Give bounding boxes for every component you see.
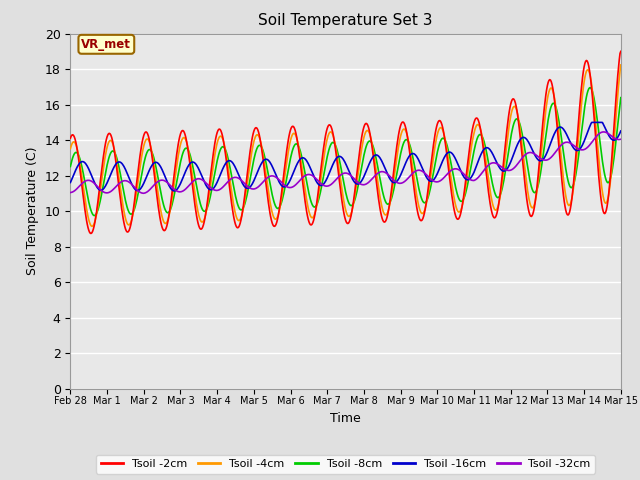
Tsoil -32cm bbox=[67, 190, 74, 195]
Tsoil -32cm bbox=[140, 191, 148, 196]
Tsoil -2cm bbox=[567, 202, 575, 207]
Tsoil -16cm bbox=[212, 182, 220, 188]
Tsoil -2cm bbox=[338, 197, 346, 203]
Tsoil -16cm bbox=[338, 155, 346, 160]
Tsoil -8cm bbox=[617, 95, 625, 100]
Line: Tsoil -2cm: Tsoil -2cm bbox=[70, 51, 621, 233]
Tsoil -16cm bbox=[188, 159, 196, 165]
Tsoil -16cm bbox=[445, 149, 453, 155]
Y-axis label: Soil Temperature (C): Soil Temperature (C) bbox=[26, 147, 39, 276]
Tsoil -8cm bbox=[90, 213, 98, 218]
Tsoil -8cm bbox=[212, 166, 220, 171]
Tsoil -4cm bbox=[88, 223, 95, 229]
Tsoil -32cm bbox=[212, 188, 220, 193]
Line: Tsoil -4cm: Tsoil -4cm bbox=[70, 65, 621, 226]
Line: Tsoil -32cm: Tsoil -32cm bbox=[70, 132, 621, 193]
Tsoil -16cm bbox=[567, 141, 575, 147]
Tsoil -2cm bbox=[188, 178, 196, 184]
Legend: Tsoil -2cm, Tsoil -4cm, Tsoil -8cm, Tsoil -16cm, Tsoil -32cm: Tsoil -2cm, Tsoil -4cm, Tsoil -8cm, Tsoi… bbox=[96, 455, 595, 474]
Line: Tsoil -8cm: Tsoil -8cm bbox=[70, 88, 621, 216]
Tsoil -32cm bbox=[567, 141, 575, 146]
Tsoil -32cm bbox=[600, 129, 607, 135]
Tsoil -8cm bbox=[188, 159, 196, 165]
Tsoil -32cm bbox=[338, 171, 346, 177]
Line: Tsoil -16cm: Tsoil -16cm bbox=[70, 122, 621, 191]
Tsoil -16cm bbox=[392, 180, 399, 185]
Tsoil -2cm bbox=[67, 135, 74, 141]
Tsoil -4cm bbox=[392, 166, 399, 171]
Tsoil -16cm bbox=[67, 180, 74, 185]
Tsoil -2cm bbox=[212, 136, 220, 142]
Tsoil -2cm bbox=[87, 230, 95, 236]
Tsoil -2cm bbox=[617, 48, 625, 54]
Tsoil -4cm bbox=[188, 169, 196, 175]
Tsoil -4cm bbox=[567, 199, 575, 204]
Tsoil -2cm bbox=[445, 175, 453, 180]
Tsoil -16cm bbox=[170, 188, 178, 194]
Title: Soil Temperature Set 3: Soil Temperature Set 3 bbox=[259, 13, 433, 28]
Tsoil -32cm bbox=[392, 179, 399, 184]
Tsoil -8cm bbox=[445, 153, 453, 159]
Tsoil -16cm bbox=[588, 120, 596, 125]
Tsoil -8cm bbox=[338, 169, 346, 175]
Tsoil -16cm bbox=[617, 128, 625, 134]
Tsoil -4cm bbox=[338, 186, 346, 192]
Tsoil -32cm bbox=[617, 136, 625, 142]
Tsoil -4cm bbox=[212, 147, 220, 153]
Tsoil -32cm bbox=[445, 169, 453, 175]
Tsoil -4cm bbox=[445, 165, 453, 171]
Tsoil -8cm bbox=[586, 85, 594, 91]
Tsoil -8cm bbox=[392, 179, 399, 185]
Tsoil -32cm bbox=[188, 180, 196, 185]
Tsoil -4cm bbox=[617, 62, 625, 68]
Tsoil -8cm bbox=[567, 185, 575, 191]
Text: VR_met: VR_met bbox=[81, 38, 131, 51]
X-axis label: Time: Time bbox=[330, 412, 361, 425]
Tsoil -4cm bbox=[67, 146, 74, 152]
Tsoil -2cm bbox=[392, 155, 399, 161]
Tsoil -8cm bbox=[67, 164, 74, 169]
